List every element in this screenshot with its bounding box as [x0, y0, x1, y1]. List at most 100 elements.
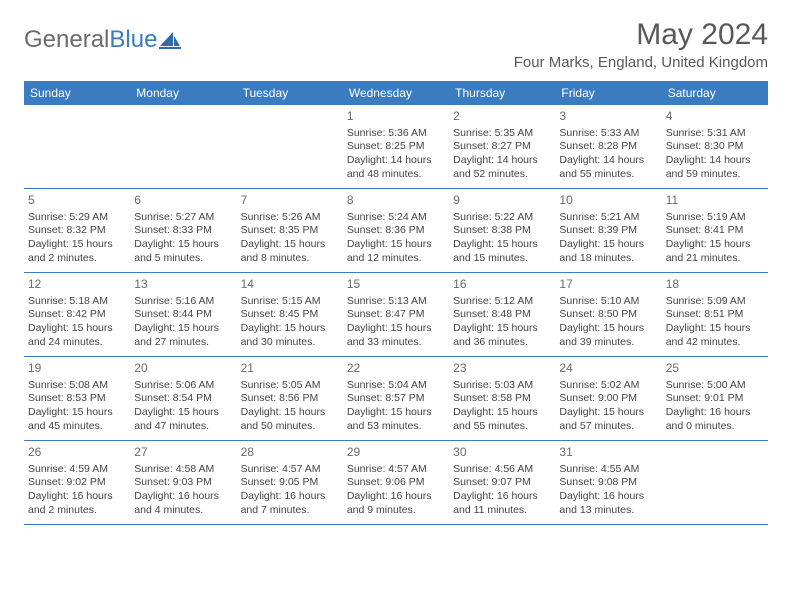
sunrise-text: Sunrise: 5:10 AM	[559, 295, 657, 309]
sunset-text: Sunset: 8:58 PM	[453, 392, 551, 406]
sunrise-text: Sunrise: 5:19 AM	[666, 211, 764, 225]
header: GeneralBlue May 2024 Four Marks, England…	[24, 18, 768, 77]
day-number: 10	[559, 193, 657, 209]
sunset-text: Sunset: 9:06 PM	[347, 476, 445, 490]
sunset-text: Sunset: 8:30 PM	[666, 140, 764, 154]
sunset-text: Sunset: 9:01 PM	[666, 392, 764, 406]
sunrise-text: Sunrise: 5:15 AM	[241, 295, 339, 309]
calendar-cell: 25Sunrise: 5:00 AMSunset: 9:01 PMDayligh…	[662, 357, 768, 441]
calendar-cell: 10Sunrise: 5:21 AMSunset: 8:39 PMDayligh…	[555, 189, 661, 273]
calendar-cell: 6Sunrise: 5:27 AMSunset: 8:33 PMDaylight…	[130, 189, 236, 273]
sunset-text: Sunset: 8:32 PM	[28, 224, 126, 238]
sunset-text: Sunset: 8:45 PM	[241, 308, 339, 322]
sunrise-text: Sunrise: 4:59 AM	[28, 463, 126, 477]
sunrise-text: Sunrise: 5:27 AM	[134, 211, 232, 225]
calendar-cell: 14Sunrise: 5:15 AMSunset: 8:45 PMDayligh…	[237, 273, 343, 357]
day-number: 30	[453, 445, 551, 461]
day-number: 18	[666, 277, 764, 293]
daylight-text-1: Daylight: 15 hours	[134, 322, 232, 336]
calendar-cell: 26 Sunrise: 4:59 AMSunset: 9:02 PMDayligh…	[24, 441, 130, 525]
sunset-text: Sunset: 9:02 PM	[28, 476, 126, 490]
sunset-text: Sunset: 8:42 PM	[28, 308, 126, 322]
sunset-text: Sunset: 8:35 PM	[241, 224, 339, 238]
day-number: 9	[453, 193, 551, 209]
daylight-text-2: and 8 minutes.	[241, 252, 339, 266]
daylight-text-2: and 30 minutes.	[241, 336, 339, 350]
sunrise-text: Sunrise: 4:56 AM	[453, 463, 551, 477]
calendar-cell: 30Sunrise: 4:56 AMSunset: 9:07 PMDayligh…	[449, 441, 555, 525]
daylight-text-1: Daylight: 15 hours	[241, 406, 339, 420]
daylight-text-1: Daylight: 15 hours	[347, 406, 445, 420]
daylight-text-1: Daylight: 15 hours	[453, 406, 551, 420]
day-number: 12	[28, 277, 126, 293]
daylight-text-2: and 5 minutes.	[134, 252, 232, 266]
sunset-text: Sunset: 8:51 PM	[666, 308, 764, 322]
daylight-text-1: Daylight: 16 hours	[241, 490, 339, 504]
daylight-text-2: and 53 minutes.	[347, 420, 445, 434]
daylight-text-1: Daylight: 16 hours	[28, 490, 126, 504]
weekday-thursday: Thursday	[449, 81, 555, 105]
daylight-text-1: Daylight: 15 hours	[347, 238, 445, 252]
daylight-text-2: and 18 minutes.	[559, 252, 657, 266]
sunrise-text: Sunrise: 5:18 AM	[28, 295, 126, 309]
day-number: 31	[559, 445, 657, 461]
sunrise-text: Sunrise: 5:04 AM	[347, 379, 445, 393]
sunrise-text: Sunrise: 5:31 AM	[666, 127, 764, 141]
daylight-text-1: Daylight: 15 hours	[28, 406, 126, 420]
sunset-text: Sunset: 8:48 PM	[453, 308, 551, 322]
sunrise-text: Sunrise: 5:09 AM	[666, 295, 764, 309]
calendar-cell: 21Sunrise: 5:05 AMSunset: 8:56 PMDayligh…	[237, 357, 343, 441]
day-number: 1	[347, 109, 445, 125]
calendar-cell: 29Sunrise: 4:57 AMSunset: 9:06 PMDayligh…	[343, 441, 449, 525]
daylight-text-1: Daylight: 15 hours	[28, 238, 126, 252]
sunset-text: Sunset: 9:05 PM	[241, 476, 339, 490]
daylight-text-1: Daylight: 15 hours	[453, 238, 551, 252]
calendar-cell-blank	[237, 105, 343, 189]
daylight-text-2: and 59 minutes.	[666, 168, 764, 182]
day-number: 17	[559, 277, 657, 293]
calendar-cell: 3Sunrise: 5:33 AMSunset: 8:28 PMDaylight…	[555, 105, 661, 189]
day-number: 29	[347, 445, 445, 461]
day-number: 27	[134, 445, 232, 461]
sunset-text: Sunset: 8:47 PM	[347, 308, 445, 322]
logo: GeneralBlue	[24, 18, 181, 54]
calendar-cell: 15 Sunrise: 5:13 AMSunset: 8:47 PMDayligh…	[343, 273, 449, 357]
daylight-text-1: Daylight: 15 hours	[666, 238, 764, 252]
calendar-cell: 9Sunrise: 5:22 AMSunset: 8:38 PMDaylight…	[449, 189, 555, 273]
sunrise-text: Sunrise: 5:02 AM	[559, 379, 657, 393]
day-number: 14	[241, 277, 339, 293]
calendar-cell-blank	[662, 441, 768, 525]
sunrise-text: Sunrise: 5:26 AM	[241, 211, 339, 225]
day-number: 2	[453, 109, 551, 125]
day-number: 22	[347, 361, 445, 377]
daylight-text-2: and 21 minutes.	[666, 252, 764, 266]
sunset-text: Sunset: 8:44 PM	[134, 308, 232, 322]
sunrise-text: Sunrise: 4:58 AM	[134, 463, 232, 477]
day-number: 11	[666, 193, 764, 209]
daylight-text-1: Daylight: 15 hours	[28, 322, 126, 336]
daylight-text-1: Daylight: 15 hours	[666, 322, 764, 336]
sunset-text: Sunset: 8:53 PM	[28, 392, 126, 406]
sunrise-text: Sunrise: 5:29 AM	[28, 211, 126, 225]
weekday-monday: Monday	[130, 81, 236, 105]
calendar-cell: 8Sunrise: 5:24 AMSunset: 8:36 PMDaylight…	[343, 189, 449, 273]
sunset-text: Sunset: 9:00 PM	[559, 392, 657, 406]
calendar-cell: 19Sunrise: 5:08 AMSunset: 8:53 PMDayligh…	[24, 357, 130, 441]
sunrise-text: Sunrise: 5:21 AM	[559, 211, 657, 225]
daylight-text-1: Daylight: 15 hours	[241, 238, 339, 252]
day-number: 26	[28, 445, 126, 461]
sunrise-text: Sunrise: 4:55 AM	[559, 463, 657, 477]
calendar-cell: 23Sunrise: 5:03 AMSunset: 8:58 PMDayligh…	[449, 357, 555, 441]
month-title: May 2024	[514, 18, 768, 52]
sunset-text: Sunset: 8:38 PM	[453, 224, 551, 238]
sunrise-text: Sunrise: 5:24 AM	[347, 211, 445, 225]
daylight-text-1: Daylight: 15 hours	[453, 322, 551, 336]
daylight-text-2: and 55 minutes.	[453, 420, 551, 434]
sunrise-text: Sunrise: 5:16 AM	[134, 295, 232, 309]
daylight-text-1: Daylight: 16 hours	[347, 490, 445, 504]
daylight-text-1: Daylight: 15 hours	[347, 322, 445, 336]
calendar-cell: 16Sunrise: 5:12 AMSunset: 8:48 PMDayligh…	[449, 273, 555, 357]
sunrise-text: Sunrise: 5:13 AM	[347, 295, 445, 309]
calendar-cell: 31Sunrise: 4:55 AMSunset: 9:08 PMDayligh…	[555, 441, 661, 525]
day-number: 15	[347, 277, 445, 293]
